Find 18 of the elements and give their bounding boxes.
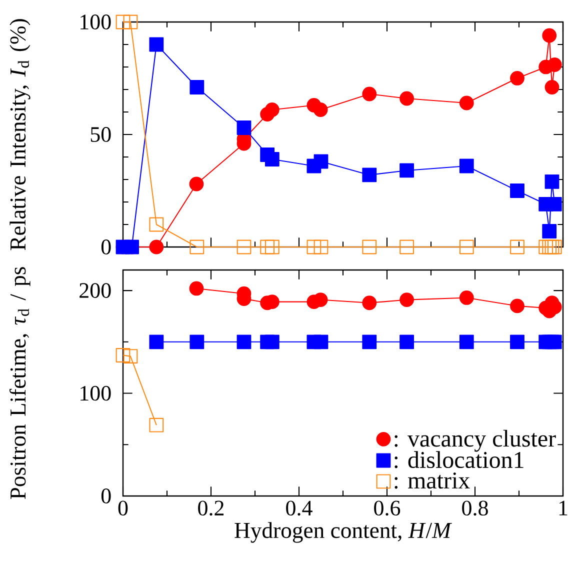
y-tick-label: 100 <box>80 14 111 30</box>
x-tick-label: 0.4 <box>286 500 312 516</box>
y-axis-title: Positron Lifetime, τ$_{d}$ / ps <box>10 267 30 500</box>
y-tick-label: 100 <box>80 386 111 401</box>
legend-label: : matrix <box>394 472 470 489</box>
x-tick-label: 0.2 <box>198 500 224 516</box>
legend-label: : dislocation1 <box>394 451 524 468</box>
y-tick-label: 0 <box>101 240 111 254</box>
x-tick-label: 0.6 <box>374 500 400 516</box>
y-axis-title: Relative Intensity, I$_{d}$ (%) <box>10 19 30 250</box>
x-tick-label: 0 <box>118 500 128 516</box>
y-tick-label: 0 <box>101 488 111 504</box>
x-tick-label: 0.8 <box>462 500 488 516</box>
y-tick-label: 50 <box>90 127 111 142</box>
y-tick-label: 200 <box>80 283 111 298</box>
x-tick-label: 1 <box>559 500 568 516</box>
legend-label: : vacancy cluster <box>394 430 556 452</box>
x-axis-title: Hydrogen content, H/M <box>234 522 452 543</box>
